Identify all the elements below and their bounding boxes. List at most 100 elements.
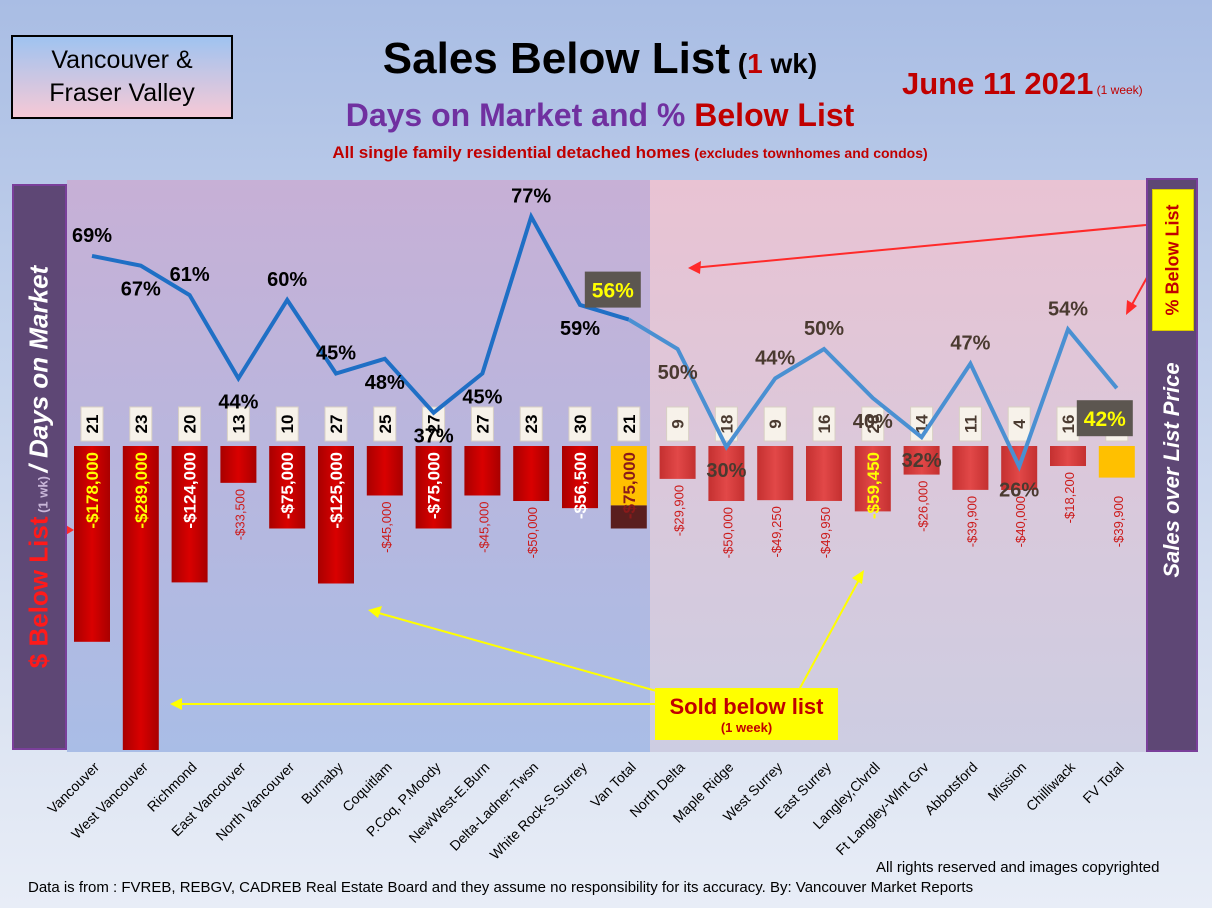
dom-box	[422, 406, 446, 442]
sold-arrow-langley-head	[852, 570, 864, 584]
bar-value-label: -$45,000	[476, 502, 491, 553]
dom-box	[568, 406, 592, 442]
dom-box	[861, 406, 885, 442]
dom-box	[80, 406, 104, 442]
dom-label: 16	[1059, 415, 1078, 434]
bar	[562, 446, 598, 509]
bar-value-label: -$50,000	[720, 507, 735, 558]
bar-value-label: -$75,000	[425, 452, 444, 519]
bar-value-label: -$39,900	[1111, 496, 1126, 547]
pct-label: 54%	[1048, 298, 1088, 320]
dom-label: 27	[425, 415, 444, 434]
right-axis-label: Sales over List Price	[1159, 362, 1184, 578]
x-tick-label: Chilliwack	[1023, 758, 1079, 814]
bar-value-label: -$29,900	[672, 485, 687, 536]
pct-below-list-label: % Below List	[1162, 204, 1183, 316]
dom-label: 16	[815, 415, 834, 434]
left-axis-label: $ Below List (1 wk) / Days on Market	[24, 266, 55, 668]
bar-value-label: -$33,500	[232, 489, 247, 540]
bar	[513, 446, 550, 501]
days-on-market-group: 2123201310272527272330219189162814114161…	[80, 406, 1129, 442]
dom-box	[129, 406, 153, 442]
dom-label: 20	[181, 415, 200, 434]
pct-line-van	[91, 211, 630, 416]
bar-value-label: -$49,950	[818, 507, 833, 558]
bar-value-label: -$45,000	[379, 502, 394, 553]
bar-total-bottom	[610, 505, 647, 529]
title-paren-open: (	[730, 48, 748, 79]
pct-label: 50%	[804, 318, 844, 340]
dom-label: 23	[132, 415, 151, 434]
bar	[171, 446, 208, 583]
bar	[415, 446, 452, 529]
chart-subtitle2: All single family residential detached h…	[200, 143, 1060, 163]
pct-total-box	[1076, 400, 1133, 437]
left-axis-part2: (1 wk)	[35, 472, 51, 517]
bar	[806, 446, 842, 501]
bar	[122, 446, 159, 750]
dom-label: 27	[473, 415, 492, 434]
bar	[757, 446, 794, 501]
left-axis-part1: $ Below List	[23, 516, 54, 669]
bar-value-label: -$26,000	[916, 481, 931, 532]
dom-box	[812, 406, 836, 442]
dom-label: 18	[717, 415, 736, 434]
dom-label: 30	[571, 415, 590, 434]
bar-total-top	[610, 446, 647, 506]
bar-value-label: -$289,000	[132, 452, 151, 529]
bar	[464, 446, 501, 496]
pct-total-label: 42%	[1084, 408, 1126, 431]
pct-label: 67%	[121, 279, 161, 301]
pct-label: 60%	[267, 269, 307, 291]
subtitle-part2: Below List	[694, 97, 855, 133]
dom-label: 28	[864, 415, 883, 434]
sold-arrow-burnaby	[374, 611, 661, 693]
sold-below-list-box: Sold below list (1 week)	[655, 688, 838, 740]
bar	[659, 446, 696, 479]
copyright-note: All rights reserved and images copyright…	[876, 859, 1160, 876]
bar-total-top	[1098, 446, 1135, 478]
bar-value-label: -$178,000	[83, 452, 102, 529]
dom-box	[617, 406, 641, 442]
left-axis-part3: / Days on Market	[23, 265, 54, 473]
dom-box	[275, 406, 299, 442]
pct-label: 50%	[658, 362, 698, 384]
bar	[708, 446, 745, 501]
dom-label: 21	[83, 415, 102, 434]
pct-label: 48%	[365, 372, 405, 394]
pct-label: 45%	[316, 343, 356, 365]
pct-arrow2-head	[1126, 300, 1137, 315]
pct-label: 47%	[950, 333, 990, 355]
x-tick-label: Burnaby	[298, 759, 346, 807]
pct-line-group: 69% 67% 61% 44% 60% 45% 48% 37% 45% 77% 59% 56% 50% 3…	[72, 186, 1133, 502]
date-small: (1 week)	[1093, 83, 1143, 97]
pct-label: 30%	[706, 460, 746, 482]
bar-value-label: -$124,000	[181, 452, 200, 529]
dom-box	[324, 406, 348, 442]
sold-arrow-langley	[799, 577, 861, 689]
dom-box	[666, 406, 690, 442]
x-tick-label: Abbotsford	[921, 759, 980, 818]
pct-total-box	[584, 271, 641, 308]
bar	[269, 446, 306, 529]
dom-label: 27	[327, 415, 346, 434]
dom-label: 13	[229, 415, 248, 434]
report-date: June 11 2021 (1 week)	[902, 66, 1143, 102]
dom-box	[958, 406, 982, 442]
bar	[854, 446, 891, 512]
dom-label: 9	[669, 419, 688, 428]
dom-box	[470, 406, 494, 442]
dom-label: 21	[620, 415, 639, 434]
pct-line-fv	[627, 317, 1119, 472]
pct-label: 37%	[414, 426, 454, 448]
dom-label: 23	[522, 415, 541, 434]
bar-value-label: -$75,000	[278, 452, 297, 519]
dom-box	[373, 406, 397, 442]
sold-arrow-richmond-head	[170, 698, 182, 710]
pct-label: 40%	[853, 411, 893, 433]
bar	[903, 446, 940, 475]
pct-label: 32%	[902, 450, 942, 472]
sold-below-list-sub: (1 week)	[720, 720, 773, 735]
subtitle-part1: Days on Market and %	[345, 97, 695, 133]
